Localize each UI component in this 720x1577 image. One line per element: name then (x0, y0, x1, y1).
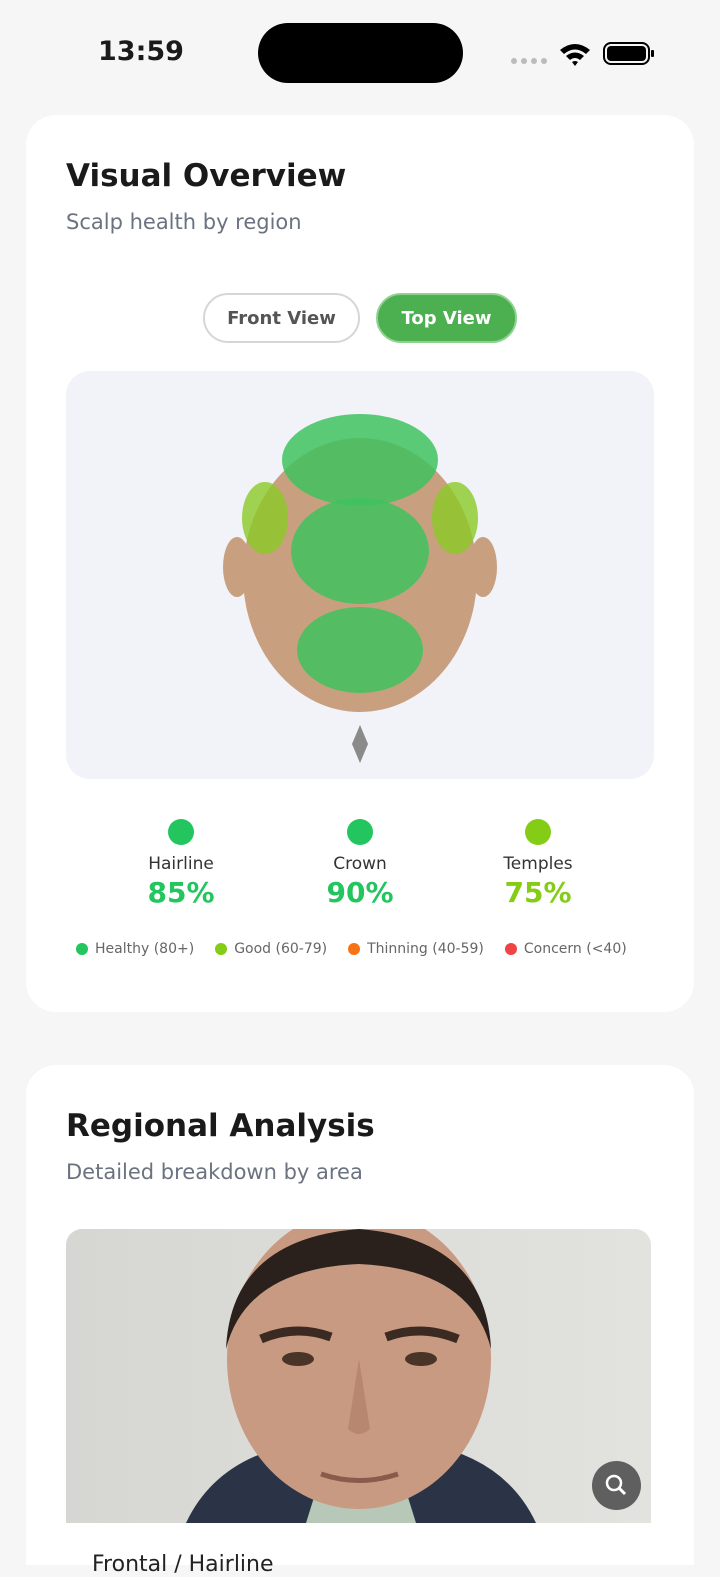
card-subtitle: Detailed breakdown by area (66, 1160, 363, 1184)
region-score: 85% (147, 876, 215, 909)
legend-label: Thinning (40-59) (367, 941, 484, 957)
status-dot (525, 819, 551, 845)
photo-placeholder (66, 1229, 651, 1523)
dynamic-island (258, 23, 463, 83)
legend-label: Concern (<40) (523, 941, 627, 957)
status-dot (347, 819, 373, 845)
legend-label: Healthy (80+) (95, 941, 195, 957)
head-diagram (223, 414, 497, 763)
card-subtitle: Scalp health by region (66, 210, 302, 234)
legend: Healthy (80+) Good (60-79) Thinning (40-… (76, 941, 627, 957)
zoom-button[interactable] (592, 1461, 641, 1510)
tab-button[interactable]: Top View (376, 293, 517, 343)
tab-button[interactable]: Front View (203, 293, 360, 343)
card-title: Visual Overview (66, 158, 347, 194)
legend-item: Healthy (80+) (76, 941, 194, 957)
region-stat: Crown 90% (270, 819, 450, 909)
status-time: 13:59 (98, 36, 184, 67)
status-dot (168, 819, 194, 845)
face-photo (66, 1229, 651, 1523)
legend-item: Concern (<40) (504, 941, 627, 957)
region-stat: Temples 75% (448, 819, 628, 909)
region-stat: Hairline 85% (91, 819, 271, 909)
legend-label: Good (60-79) (234, 941, 328, 957)
region-name: Hairline (148, 854, 214, 874)
status-icons (511, 42, 654, 66)
region-name: Crown (333, 854, 387, 874)
legend-item: Thinning (40-59) (348, 941, 484, 957)
region-score: 90% (326, 876, 394, 909)
region-name: Temples (503, 854, 573, 874)
legend-item: Good (60-79) (215, 941, 327, 957)
zoom-icon (605, 1474, 627, 1496)
region-score: 75% (504, 876, 572, 909)
card-title: Regional Analysis (66, 1108, 375, 1144)
